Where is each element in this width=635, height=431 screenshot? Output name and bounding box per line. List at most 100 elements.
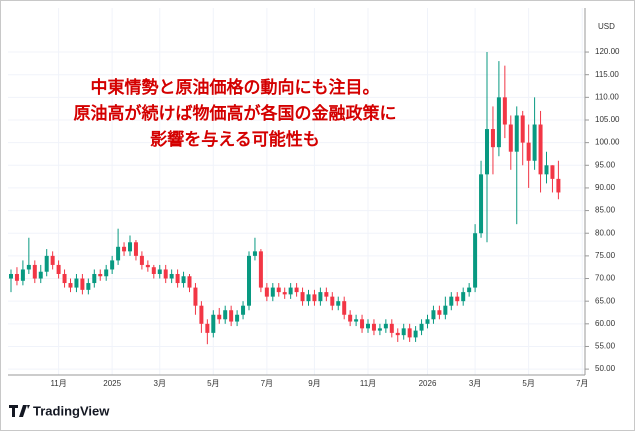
candle-body: [74, 278, 79, 288]
candle-body: [330, 296, 335, 306]
candle-body: [389, 323, 394, 333]
y-tick-label: 80.00: [595, 228, 616, 237]
candle-body: [324, 292, 329, 297]
x-tick-label: 5月: [522, 379, 534, 388]
candle-body: [175, 273, 180, 284]
candle-body: [502, 97, 507, 125]
candle-body: [532, 124, 537, 161]
y-tick-label: 105.00: [595, 115, 620, 124]
candle-body: [496, 97, 501, 148]
candle-body: [431, 310, 436, 320]
x-tick-label: 11月: [360, 379, 376, 388]
candle-body: [485, 129, 489, 175]
candle-body: [544, 165, 549, 175]
candle-body: [538, 124, 543, 175]
candle-body: [169, 273, 174, 279]
currency-label: USD: [598, 22, 615, 31]
candle-body: [139, 255, 144, 265]
candle-body: [294, 287, 299, 293]
candle-body: [92, 273, 97, 284]
candle-body: [508, 124, 513, 152]
candle-body: [145, 264, 150, 268]
candle-body: [211, 314, 216, 333]
y-tick-label: 115.00: [595, 70, 619, 79]
candle-body: [467, 287, 472, 293]
candle-body: [229, 310, 234, 322]
candle-body: [342, 301, 347, 315]
candle-body: [104, 269, 109, 277]
candle-body: [479, 174, 484, 234]
candle-body: [235, 314, 240, 322]
y-tick-label: 55.00: [595, 342, 616, 351]
x-tick-label: 5月: [207, 379, 219, 388]
candle-body: [276, 287, 281, 293]
candle-body: [413, 330, 418, 338]
candle-body: [122, 246, 127, 252]
y-tick-label: 90.00: [595, 183, 616, 192]
candle-body: [490, 129, 495, 148]
candle-body: [56, 264, 61, 274]
candle-body: [461, 292, 466, 302]
annotation: 原油高が続けば物価高が各国の金融政策に: [74, 103, 397, 124]
candle-body: [401, 328, 406, 336]
candle-body: [110, 260, 115, 270]
candle-body: [455, 296, 460, 302]
candle-body: [419, 323, 424, 331]
candles: [9, 52, 561, 345]
candle-body: [312, 294, 317, 302]
y-tick-label: 95.00: [595, 160, 616, 169]
candle-body: [80, 278, 85, 290]
candle-body: [163, 269, 168, 279]
candle-body: [86, 283, 91, 290]
x-tick-label: 11月: [50, 379, 66, 388]
logo-icon: [9, 405, 30, 417]
candle-body: [318, 292, 323, 302]
x-tick-label: 3月: [469, 379, 481, 388]
annotation: 中東情勢と原油価格の動向にも注目。: [91, 77, 380, 98]
candle-body: [62, 273, 67, 284]
candle-body: [354, 319, 359, 322]
candle-body: [223, 310, 228, 320]
candle-body: [217, 314, 222, 320]
candle-body: [520, 115, 525, 143]
candle-body: [425, 319, 430, 324]
candle-body: [300, 292, 305, 302]
candle-body: [133, 242, 138, 256]
candle-body: [116, 246, 121, 261]
candle-body: [68, 283, 73, 288]
candle-body: [348, 314, 353, 322]
y-tick-label: 110.00: [595, 92, 619, 101]
x-tick-label: 7月: [261, 379, 273, 388]
logo: TradingView: [9, 403, 110, 418]
candle-body: [193, 287, 198, 306]
candle-body: [366, 323, 370, 329]
candle-body: [247, 255, 251, 306]
y-tick-label: 85.00: [595, 206, 616, 215]
x-tick-label: 9月: [308, 379, 320, 388]
x-tick-label: 2026: [419, 379, 437, 388]
candle-body: [264, 287, 269, 297]
grid: [8, 8, 585, 375]
candle-body: [187, 276, 192, 288]
y-tick-label: 120.00: [595, 47, 620, 56]
candle-body: [157, 269, 162, 274]
y-tick-label: 75.00: [595, 251, 616, 260]
candle-body: [128, 242, 132, 252]
candle-body: [181, 276, 186, 284]
candle-body: [199, 305, 204, 324]
logo-text: TradingView: [33, 403, 110, 418]
candle-body: [20, 269, 25, 281]
candle-body: [443, 305, 448, 315]
candle-body: [383, 323, 388, 329]
candle-body: [44, 255, 49, 272]
candle-body: [360, 319, 365, 329]
candle-body: [270, 287, 275, 297]
candle-body: [32, 264, 37, 279]
candle-body: [473, 233, 478, 288]
candle-body: [14, 273, 19, 281]
candle-body: [395, 332, 400, 336]
candle-body: [526, 142, 531, 161]
